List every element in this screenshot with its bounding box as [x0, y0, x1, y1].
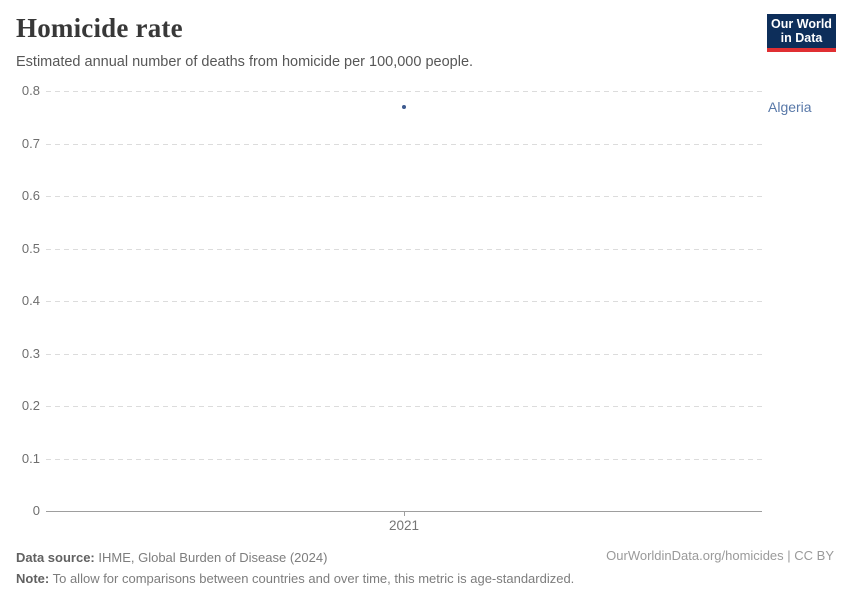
data-point-algeria-2021[interactable]: [402, 104, 406, 109]
x-tick-mark: [404, 511, 405, 516]
owid-logo-line2: in Data: [780, 31, 823, 45]
x-tick-label-2021: 2021: [388, 518, 420, 533]
gridline-0.5: [46, 248, 762, 250]
gridline-0.3: [46, 353, 762, 355]
y-tick-label-0.5: 0.5: [21, 240, 40, 256]
page-title: Homicide rate: [16, 13, 183, 43]
chart-subtitle: Estimated annual number of deaths from h…: [16, 54, 474, 70]
footer-notes: Data source: IHME, Global Burden of Dise…: [16, 547, 574, 589]
y-tick-label-0.1: 0.1: [21, 450, 40, 466]
entity-label-algeria[interactable]: Algeria: [768, 98, 812, 115]
y-tick-label-0.8: 0.8: [21, 83, 40, 98]
note-line: Note: To allow for comparisons between c…: [16, 568, 574, 589]
y-tick-label-0.3: 0.3: [21, 345, 40, 361]
gridline-0.4: [46, 301, 762, 302]
gridline-0.7: [46, 143, 762, 145]
owid-citation-link[interactable]: OurWorldinData.org/homicides | CC BY: [606, 548, 834, 563]
owid-logo[interactable]: Our World in Data: [767, 14, 836, 52]
y-tick-label-0.7: 0.7: [21, 135, 40, 151]
y-tick-label-0.2: 0.2: [21, 398, 40, 413]
data-source-line: Data source: IHME, Global Burden of Dise…: [16, 547, 574, 568]
y-tick-label-0.4: 0.4: [21, 293, 40, 308]
data-source-label: Data source:: [16, 550, 95, 565]
y-tick-label-0.6: 0.6: [21, 188, 40, 203]
owid-logo-line1: Our World: [771, 17, 832, 31]
gridline-0.1: [46, 458, 762, 460]
gridline-0.6: [46, 196, 762, 197]
data-source-value: IHME, Global Burden of Disease (2024): [98, 550, 328, 565]
note-value: To allow for comparisons between countri…: [52, 571, 575, 586]
gridline-0.2: [46, 406, 762, 407]
gridline-0.8: [46, 91, 762, 92]
y-tick-label-0: 0: [32, 503, 40, 518]
note-label: Note:: [16, 571, 50, 586]
